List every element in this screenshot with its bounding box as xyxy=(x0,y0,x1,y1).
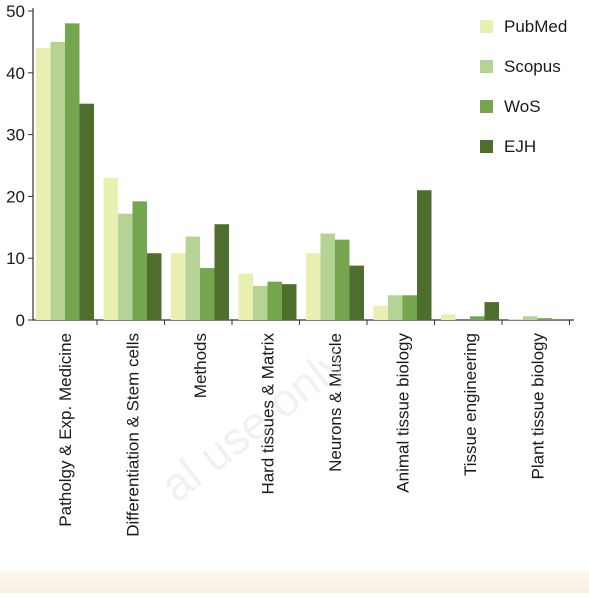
x-tick-label: Plant tissue biology xyxy=(529,333,548,480)
bar-wos-7 xyxy=(537,318,552,320)
bar-wos-5 xyxy=(402,295,417,320)
bar-ejh-6 xyxy=(484,302,499,320)
legend-label-ejh: EJH xyxy=(504,137,536,156)
bar-scopus-4 xyxy=(320,233,335,320)
legend-label-pubmed: PubMed xyxy=(504,17,567,36)
bar-ejh-0 xyxy=(79,103,94,320)
bar-scopus-3 xyxy=(253,286,268,320)
bottom-band xyxy=(0,570,589,593)
y-tick-label: 30 xyxy=(6,126,25,145)
y-tick-label: 10 xyxy=(6,249,25,268)
bar-ejh-5 xyxy=(417,190,432,320)
bar-wos-2 xyxy=(200,268,215,320)
x-tick-label: Differentiation & Stem cells xyxy=(124,333,143,537)
legend-swatch-pubmed xyxy=(480,20,493,33)
bar-wos-4 xyxy=(335,239,350,320)
x-tick-label: Neurons & Muscle xyxy=(326,333,345,472)
y-tick-label: 50 xyxy=(6,2,25,21)
bar-pubmed-5 xyxy=(373,305,388,320)
bar-pubmed-6 xyxy=(441,314,456,320)
bar-ejh-4 xyxy=(349,265,364,320)
bar-pubmed-7 xyxy=(508,319,523,320)
y-tick-label: 0 xyxy=(16,311,25,330)
legend-label-wos: WoS xyxy=(504,97,541,116)
bar-pubmed-1 xyxy=(103,177,118,320)
bar-ejh-2 xyxy=(214,224,229,320)
bar-scopus-1 xyxy=(118,213,133,320)
y-tick-label: 40 xyxy=(6,64,25,83)
bar-scopus-0 xyxy=(50,41,65,321)
legend-swatch-ejh xyxy=(480,140,493,153)
bar-pubmed-2 xyxy=(171,253,186,320)
x-tick-label: Methods xyxy=(191,333,210,398)
bar-wos-3 xyxy=(267,281,282,320)
x-tick-label: Hard tissues & Matrix xyxy=(259,333,278,495)
bar-scopus-5 xyxy=(388,295,403,320)
bar-ejh-3 xyxy=(282,284,297,320)
bar-pubmed-0 xyxy=(36,48,51,320)
x-tick-label: Tissue engineering xyxy=(461,333,480,476)
x-tick-label: Animal tissue biology xyxy=(394,333,413,493)
y-tick-label: 20 xyxy=(6,187,25,206)
bar-pubmed-4 xyxy=(306,253,321,320)
legend-swatch-wos xyxy=(480,100,493,113)
bar-ejh-7 xyxy=(552,319,567,320)
bar-pubmed-3 xyxy=(238,273,253,320)
bar-wos-0 xyxy=(65,23,80,321)
x-tick-label: Patholgy & Exp. Medicine xyxy=(56,333,75,527)
bar-scopus-2 xyxy=(185,236,200,320)
bar-scopus-7 xyxy=(523,316,538,320)
legend-label-scopus: Scopus xyxy=(504,57,561,76)
bar-wos-6 xyxy=(470,316,485,320)
legend-swatch-scopus xyxy=(480,60,493,73)
bar-wos-1 xyxy=(132,201,147,320)
bar-ejh-1 xyxy=(147,253,162,320)
